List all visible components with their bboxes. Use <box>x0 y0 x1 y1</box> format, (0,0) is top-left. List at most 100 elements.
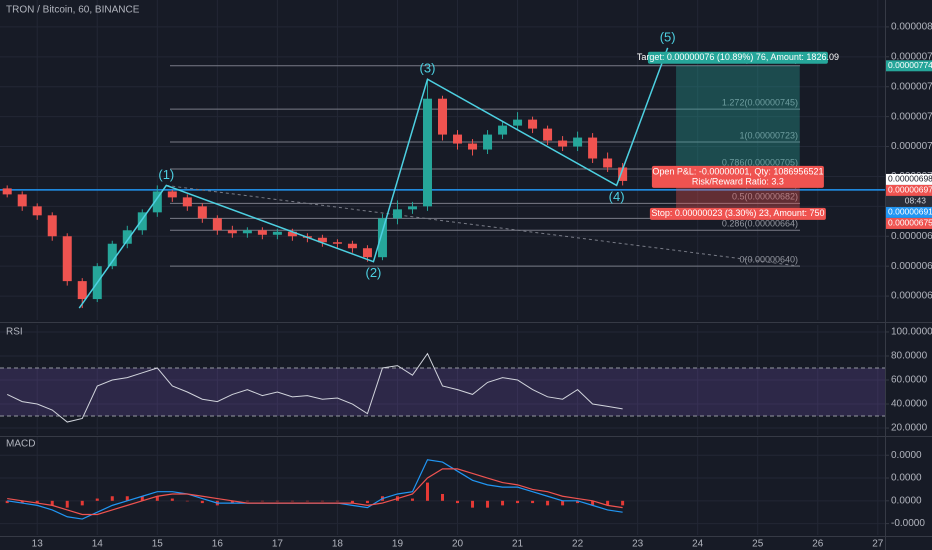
price-label: 0.00000774 <box>888 60 932 70</box>
x-tick-label: 22 <box>572 539 584 550</box>
candle-body <box>483 134 493 150</box>
macd-histogram-bar <box>621 500 625 506</box>
y-tick-label: 80.0000 <box>891 351 928 362</box>
macd-histogram-bar <box>275 500 279 502</box>
y-tick-label: 0.00000660 <box>891 231 932 242</box>
trend-line <box>166 184 800 267</box>
candle-body <box>513 119 523 126</box>
macd-histogram-bar <box>200 500 204 504</box>
y-tick-label: 0.00000720 <box>891 141 932 152</box>
candle-body <box>603 158 613 168</box>
wave-label: (1) <box>158 167 174 182</box>
candle-body <box>317 237 327 243</box>
wave-label: (4) <box>609 189 625 204</box>
macd-histogram-bar <box>155 496 159 501</box>
candle-body <box>543 128 553 141</box>
y-tick-label: 0.00000800 <box>891 22 932 33</box>
macd-histogram-bar <box>110 496 114 501</box>
y-tick-label: 0.0000 <box>891 450 922 461</box>
fib-label: 0.5(0.00000682) <box>732 192 798 202</box>
macd-histogram-bar <box>425 482 429 501</box>
y-tick-label: 0.00000740 <box>891 111 932 122</box>
y-tick-label: 0.0000 <box>891 473 922 484</box>
macd-histogram-bar <box>365 500 369 504</box>
candle-body <box>107 243 117 267</box>
price-label: 0.00000697 <box>888 185 932 195</box>
candle-body <box>498 125 508 135</box>
macd-line <box>7 468 623 516</box>
candle-body <box>2 188 12 195</box>
fib-label: 0.786(0.00000705) <box>722 157 798 167</box>
stop-label: Stop: 0.00000023 (3.30%) 23, Amount: 750 <box>651 208 824 218</box>
macd-histogram-bar <box>410 498 414 501</box>
candle-body <box>122 230 132 244</box>
x-tick-label: 17 <box>272 539 284 550</box>
candle-body <box>362 248 372 258</box>
macd-histogram-bar <box>335 500 339 502</box>
macd-histogram-bar <box>245 500 249 502</box>
macd-histogram-bar <box>606 500 610 506</box>
candle-body <box>257 230 267 235</box>
price-label-box <box>886 217 932 229</box>
candle-body <box>558 140 568 147</box>
macd-histogram-bar <box>486 500 490 508</box>
target-zone <box>676 65 800 181</box>
candle-body <box>347 243 357 249</box>
candle-body <box>392 209 402 219</box>
x-tick-label: 25 <box>752 539 764 550</box>
candle-body <box>588 137 598 159</box>
price-label: 0.00000698 <box>888 174 932 184</box>
x-tick-label: 15 <box>152 539 164 550</box>
pnl-label-box <box>651 165 824 188</box>
y-tick-label: 40.0000 <box>891 399 928 410</box>
candle-body <box>377 218 387 258</box>
target-label: Target: 0.00000076 (10.89%) 76, Amount: … <box>637 52 839 62</box>
x-tick-label: 20 <box>452 539 464 550</box>
macd-histogram-bar <box>185 500 189 502</box>
fib-label: 1(0.00000723) <box>739 130 798 140</box>
macd-histogram-bar <box>65 500 69 508</box>
countdown: 08:43 <box>905 196 927 206</box>
macd-histogram-bar <box>95 498 99 501</box>
price-label: 0.00000691 <box>888 207 932 217</box>
candle-body <box>197 206 207 219</box>
wave-label: (3) <box>420 61 436 76</box>
rsi-line <box>6 352 623 423</box>
y-tick-label: 100.0000 <box>891 327 932 338</box>
macd-histogram-bar <box>546 500 550 506</box>
price-label-box <box>886 206 932 218</box>
candle-body <box>528 119 538 129</box>
y-tick-label: 60.0000 <box>891 375 928 386</box>
price-label-box <box>886 173 932 185</box>
macd-histogram-bar <box>290 500 294 502</box>
macd-histogram-bar <box>170 498 174 501</box>
macd-histogram-bar <box>561 500 565 506</box>
macd-histogram-bar <box>5 500 9 504</box>
x-tick-label: 13 <box>32 539 44 550</box>
x-tick-label: 24 <box>692 539 704 550</box>
candle-body <box>438 98 447 135</box>
candle-body <box>182 197 192 207</box>
countdown-box <box>886 195 932 207</box>
macd-histogram-bar <box>80 500 84 506</box>
macd-histogram-bar <box>230 500 234 504</box>
macd-histogram-bar <box>531 500 535 504</box>
candle-body <box>212 218 222 231</box>
candle-body <box>62 236 72 282</box>
candle-body <box>332 242 342 244</box>
candle-body <box>32 206 42 216</box>
y-tick-label: 0.00000620 <box>891 291 932 302</box>
candle-body <box>167 191 177 198</box>
x-tick-label: 21 <box>512 539 524 550</box>
macd-histogram-bar <box>260 500 264 502</box>
rr-label: Risk/Reward Ratio: 3.3 <box>692 176 784 186</box>
wave-label: (5) <box>660 29 676 44</box>
macd-histogram-bar <box>305 500 309 502</box>
x-tick-label: 18 <box>332 539 344 550</box>
y-tick-label: 0.00000640 <box>891 261 932 272</box>
candle-body <box>227 230 237 234</box>
candle-body <box>77 281 87 300</box>
candle-body <box>618 167 628 181</box>
wave-line <box>78 47 669 309</box>
y-tick-label: 0.00000780 <box>891 51 932 62</box>
